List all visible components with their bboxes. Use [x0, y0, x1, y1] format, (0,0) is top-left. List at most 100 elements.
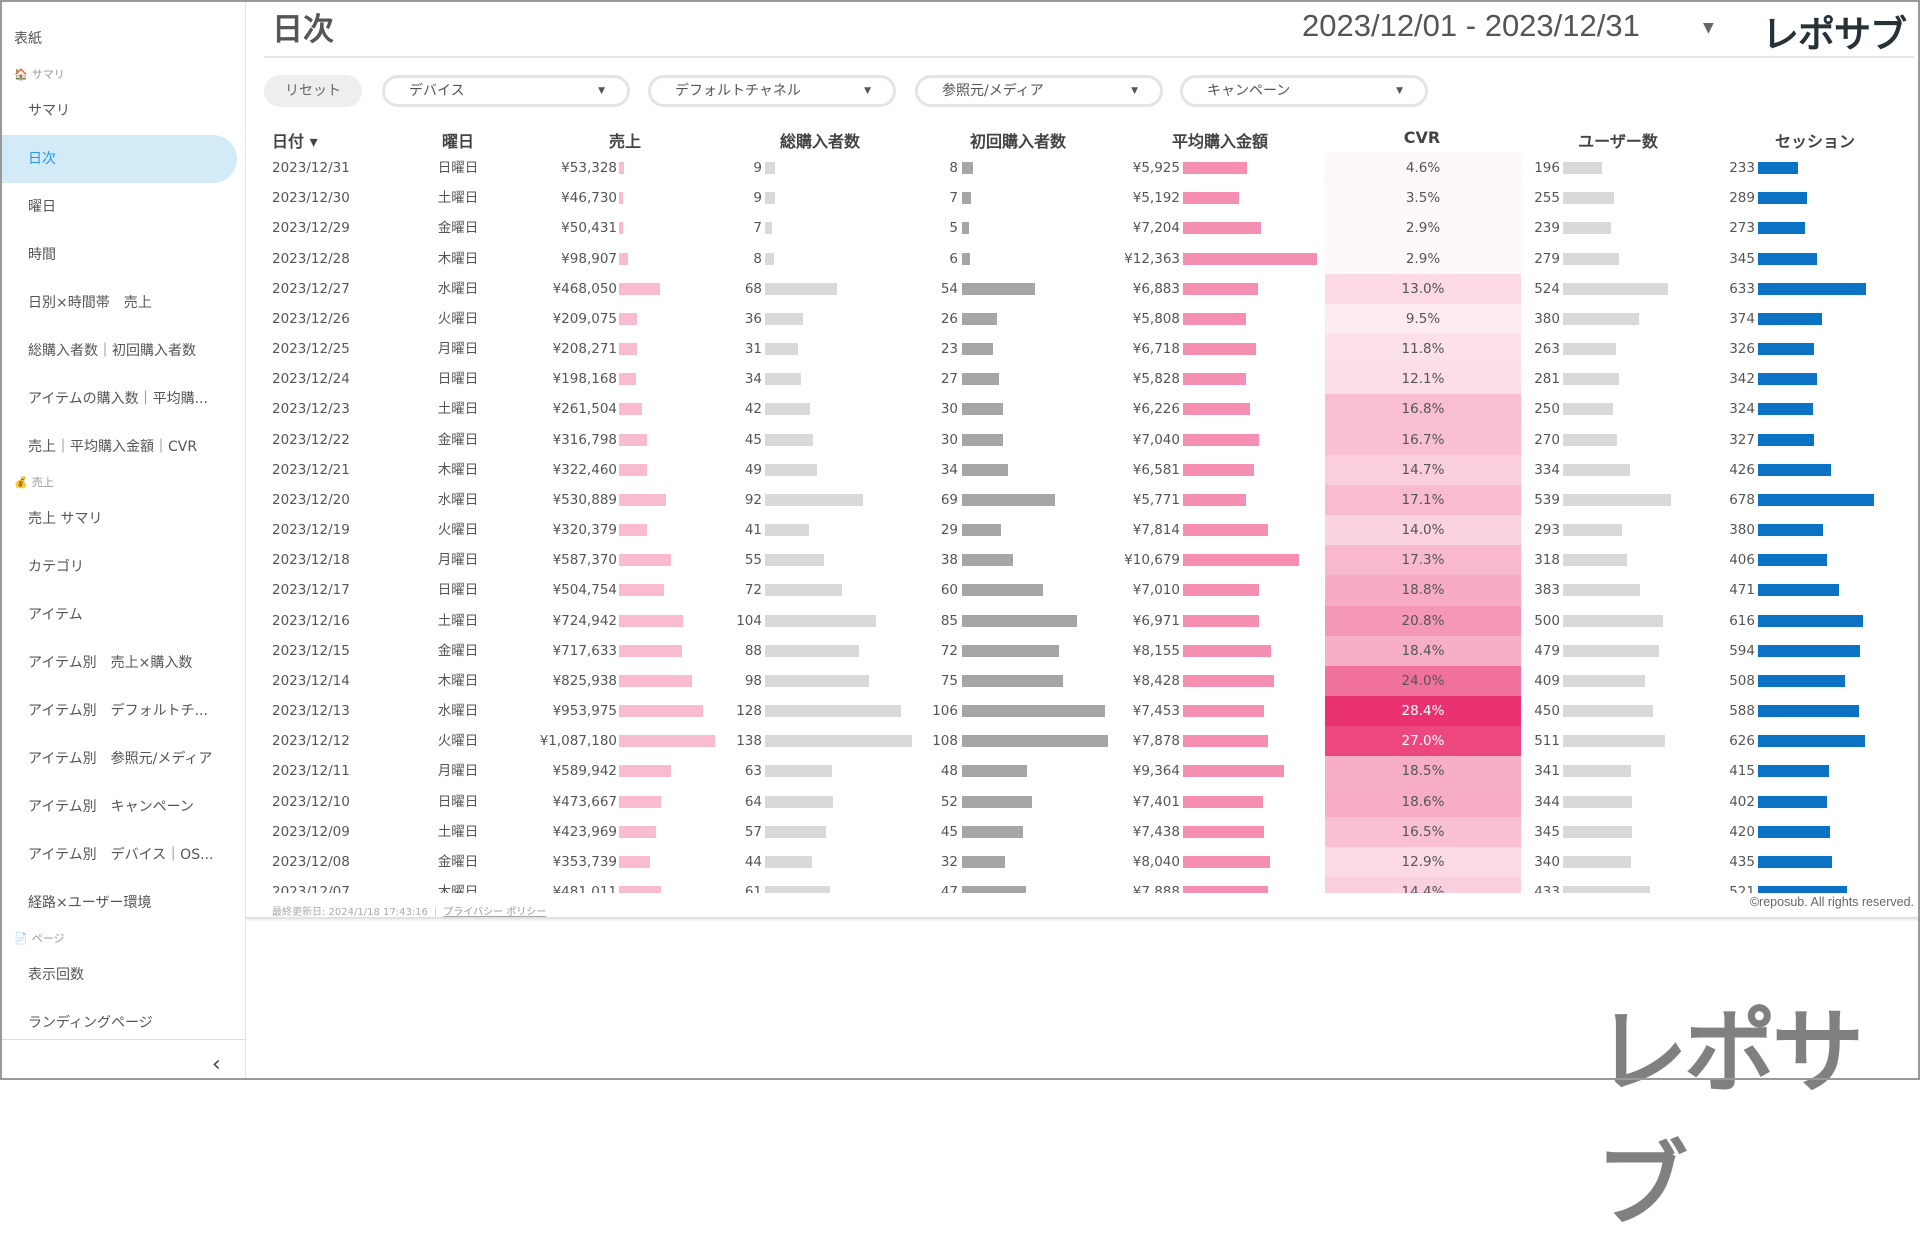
header-sales[interactable]: 売上: [608, 132, 642, 151]
sessions-value: 678: [1729, 491, 1755, 508]
sidebar-item[interactable]: アイテム: [28, 607, 83, 623]
total-purchasers-value: 128: [736, 703, 762, 720]
table-row[interactable]: 28.4% 2023/12/13 水曜日 ¥953,975 128 106 ¥7,453 45…: [0, 696, 1920, 727]
avg-purchase-bar: [1183, 463, 1255, 476]
sidebar-item[interactable]: アイテム別 デフォルトチ...: [28, 703, 208, 719]
table-row[interactable]: 14.0% 2023/12/19 火曜日 ¥320,379 41 29 ¥7,814 293 3…: [0, 515, 1920, 546]
sales-value: ¥209,075: [552, 310, 617, 327]
sidebar-item[interactable]: 日次: [0, 135, 237, 183]
sessions-value: 633: [1729, 280, 1755, 297]
header-first-purchasers[interactable]: 初回購入者数: [969, 132, 1067, 151]
sidebar-item[interactable]: 売上 サマリ: [28, 511, 103, 527]
sales-value: ¥316,798: [552, 431, 617, 448]
table-row[interactable]: 27.0% 2023/12/12 火曜日 ¥1,087,180 138 108 ¥7,878…: [0, 726, 1920, 757]
sidebar-item[interactable]: ランディングページ: [28, 1015, 153, 1031]
table-row[interactable]: 16.7% 2023/12/22 金曜日 ¥316,798 45 30 ¥7,040 270 3…: [0, 424, 1920, 455]
sidebar-item[interactable]: 時間: [28, 247, 56, 263]
daily-table-body[interactable]: 4.6% 2023/12/31 日曜日 ¥53,328 9 8 ¥5,925 196 233 3.…: [0, 153, 1920, 893]
sales-bar: [619, 252, 628, 265]
cvr-cell: 20.8%: [1325, 605, 1521, 636]
users-bar: [1563, 614, 1664, 627]
header-avg-purchase[interactable]: 平均購入金額: [1171, 132, 1269, 151]
sidebar-item[interactable]: アイテム別 売上×購入数: [28, 655, 193, 671]
header-sessions[interactable]: セッション: [1774, 132, 1856, 151]
first-purchasers-bar: [962, 252, 971, 265]
privacy-policy-link[interactable]: プライバシー ポリシー: [443, 907, 547, 918]
sessions-value: 626: [1729, 733, 1755, 750]
table-row[interactable]: 18.5% 2023/12/11 月曜日 ¥589,942 63 48 ¥9,364 341 4…: [0, 756, 1920, 787]
sidebar-item[interactable]: アイテムの購入数｜平均購...: [28, 391, 208, 407]
avg-purchase-bar: [1183, 765, 1285, 778]
header-date[interactable]: 日付 ▾: [272, 132, 318, 151]
sidebar-item[interactable]: カテゴリ: [28, 559, 84, 575]
sessions-value: 273: [1729, 220, 1755, 237]
date-range-caret-icon[interactable]: ▼: [1703, 20, 1714, 36]
dow-cell: 土曜日: [437, 190, 479, 207]
channel-filter[interactable]: デフォルトチャネル ▼: [648, 75, 896, 107]
cvr-cell: 28.4%: [1325, 696, 1521, 727]
total-purchasers-bar: [765, 373, 802, 386]
date-cell: 2023/12/18: [272, 552, 350, 569]
header-dow[interactable]: 曜日: [441, 132, 475, 151]
brand-logo: レポサブ: [1762, 13, 1907, 56]
table-row[interactable]: 18.4% 2023/12/15 金曜日 ¥717,633 88 72 ¥8,155 479 5…: [0, 635, 1920, 666]
sidebar-item[interactable]: アイテム別 参照元/メディア: [28, 751, 213, 767]
sales-bar: [619, 674, 692, 687]
table-row[interactable]: 24.0% 2023/12/14 木曜日 ¥825,938 98 75 ¥8,428 409 5…: [0, 665, 1920, 697]
table-row[interactable]: 17.1% 2023/12/20 水曜日 ¥530,889 92 69 ¥5,771 539 6…: [0, 484, 1920, 516]
sidebar-item[interactable]: 総購入者数｜初回購入者数: [28, 343, 196, 359]
table-row[interactable]: 12.9% 2023/12/08 金曜日 ¥353,739 44 32 ¥8,040 340 4…: [0, 846, 1920, 878]
total-purchasers-value: 92: [744, 491, 762, 508]
cvr-cell: 18.8%: [1325, 575, 1521, 606]
sessions-bar: [1758, 886, 1848, 893]
total-purchasers-bar: [765, 674, 870, 687]
collapse-sidebar-chevron-icon[interactable]: ‹: [212, 1052, 221, 1077]
sidebar-item[interactable]: アイテム別 デバイス｜OS...: [28, 847, 214, 863]
table-row[interactable]: 12.1% 2023/12/24 日曜日 ¥198,168 34 27 ¥5,828 281 3…: [0, 364, 1920, 395]
table-row[interactable]: 14.7% 2023/12/21 木曜日 ¥322,460 49 34 ¥6,581 334 4…: [0, 454, 1920, 485]
campaign-filter[interactable]: キャンペーン ▼: [1180, 75, 1428, 107]
first-purchasers-value: 6: [949, 250, 958, 267]
sessions-value: 324: [1729, 401, 1755, 418]
header-cvr[interactable]: CVR: [1403, 128, 1441, 147]
table-row[interactable]: 13.0% 2023/12/27 水曜日 ¥468,050 68 54 ¥6,883 524 6…: [0, 273, 1920, 304]
referrer-filter[interactable]: 参照元/メディア ▼: [915, 75, 1163, 107]
table-row[interactable]: 2.9% 2023/12/29 金曜日 ¥50,431 7 5 ¥7,204 239 273: [0, 213, 1920, 243]
table-row[interactable]: 11.8% 2023/12/25 月曜日 ¥208,271 31 23 ¥6,718 263 3…: [0, 334, 1920, 365]
sidebar-item-cover[interactable]: 表紙: [14, 31, 42, 47]
campaign-filter-label: キャンペーン: [1207, 83, 1291, 99]
chevron-down-icon: ▼: [1131, 86, 1138, 96]
table-row[interactable]: 2.9% 2023/12/28 木曜日 ¥98,907 8 6 ¥12,363 279 345: [0, 244, 1920, 274]
sidebar-item[interactable]: 経路×ユーザー環境: [28, 895, 152, 911]
sidebar-item[interactable]: 日別×時間帯 売上: [28, 295, 152, 311]
cvr-cell: 16.7%: [1325, 424, 1521, 455]
total-purchasers-bar: [765, 855, 812, 868]
users-value: 334: [1534, 461, 1560, 478]
first-purchasers-value: 106: [932, 703, 958, 720]
sidebar-item[interactable]: アイテム別 キャンペーン: [28, 799, 194, 815]
avg-purchase-value: ¥6,883: [1132, 280, 1180, 297]
sales-value: ¥53,328: [561, 160, 617, 176]
avg-purchase-value: ¥7,438: [1132, 823, 1180, 840]
header-users[interactable]: ユーザー数: [1578, 132, 1658, 151]
table-row[interactable]: 18.6% 2023/12/10 日曜日 ¥473,667 64 52 ¥7,401 344 4…: [0, 786, 1920, 817]
table-row[interactable]: 16.8% 2023/12/23 土曜日 ¥261,504 42 30 ¥6,226 250 3…: [0, 394, 1920, 425]
reset-button[interactable]: リセット: [264, 75, 362, 107]
sales-bar: [619, 886, 662, 893]
table-row[interactable]: 17.3% 2023/12/18 月曜日 ¥587,370 55 38 ¥10,679 318…: [0, 545, 1920, 576]
device-filter[interactable]: デバイス ▼: [382, 75, 630, 107]
sidebar-item[interactable]: サマリ: [28, 103, 70, 119]
sidebar-item[interactable]: 表示回数: [28, 967, 84, 983]
table-row[interactable]: 18.8% 2023/12/17 日曜日 ¥504,754 72 60 ¥7,010 383 4…: [0, 575, 1920, 606]
table-row[interactable]: 3.5% 2023/12/30 土曜日 ¥46,730 9 7 ¥5,192 255 289: [0, 183, 1920, 213]
sidebar-item[interactable]: 曜日: [28, 199, 56, 215]
header-total-purchasers[interactable]: 総購入者数: [779, 132, 861, 151]
sales-bar: [619, 403, 643, 416]
sidebar-item[interactable]: 売上｜平均購入金額｜CVR: [28, 439, 198, 455]
table-row[interactable]: 16.5% 2023/12/09 土曜日 ¥423,969 57 45 ¥7,438 345 4…: [0, 816, 1920, 847]
table-row[interactable]: 4.6% 2023/12/31 日曜日 ¥53,328 9 8 ¥5,925 196 233: [0, 153, 1920, 183]
table-row[interactable]: 9.5% 2023/12/26 火曜日 ¥209,075 36 26 ¥5,808 380 37…: [0, 303, 1920, 334]
date-range-picker[interactable]: 2023/12/01 - 2023/12/31: [1302, 8, 1640, 43]
table-row[interactable]: 20.8% 2023/12/16 土曜日 ¥724,942 104 85 ¥6,971 500…: [0, 605, 1920, 636]
table-row[interactable]: 14.4% 2023/12/07 木曜日 ¥481,011 61 47 ¥7,888 433 5…: [0, 877, 1920, 893]
